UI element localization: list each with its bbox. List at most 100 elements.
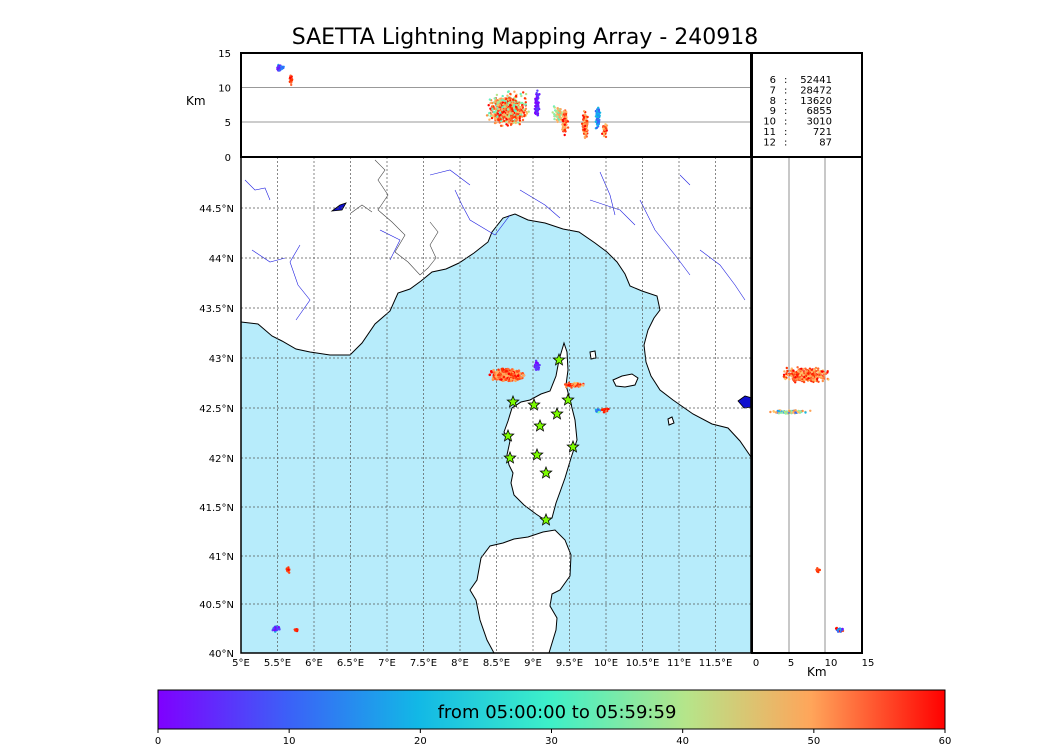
lightning-source — [836, 630, 840, 633]
lightning-source — [489, 102, 492, 105]
lightning-source — [492, 371, 496, 374]
lightning-source — [509, 373, 512, 377]
lightning-source — [813, 371, 816, 374]
lightning-source — [594, 120, 597, 123]
lightning-source — [556, 120, 559, 124]
lightning-source — [518, 108, 521, 112]
lake-bracciano — [737, 395, 751, 409]
lightning-source — [812, 373, 815, 377]
station-id: 9 — [770, 106, 776, 117]
lightning-source — [796, 410, 799, 414]
lightning-source — [557, 113, 561, 117]
lightning-source — [798, 410, 802, 413]
lightning-source — [788, 378, 791, 381]
station-id: 11 — [763, 127, 776, 138]
lightning-source — [503, 105, 506, 108]
station-sep: : — [784, 127, 787, 138]
lightning-source — [551, 111, 554, 114]
station-sep: : — [784, 75, 787, 86]
side-altitude-ticks: 0 5 10 15 — [753, 658, 875, 669]
lightning-source — [796, 366, 799, 369]
lightning-source — [516, 118, 519, 122]
lightning-source — [602, 134, 606, 138]
lightning-source — [289, 76, 292, 80]
lightning-source — [491, 101, 494, 105]
lightning-source — [519, 101, 522, 105]
lightning-source — [518, 117, 521, 120]
lightning-source — [597, 122, 600, 126]
lightning-source — [523, 113, 526, 117]
lightning-source — [800, 376, 803, 379]
lightning-source — [504, 101, 507, 105]
latitude-labels: 44.5°N 44°N 43.5°N 43°N 42.5°N 42°N 41.5°N 41°N… — [199, 204, 234, 660]
lightning-source — [504, 378, 508, 382]
altitude-ticks: 15 10 5 0 — [218, 49, 231, 164]
lightning-source — [800, 371, 804, 375]
lightning-source — [513, 109, 517, 113]
lightning-source — [276, 68, 279, 71]
station-sep: : — [784, 117, 787, 128]
lightning-source — [563, 112, 566, 115]
lightning-source — [769, 410, 772, 414]
lightning-source — [582, 116, 586, 119]
giglio-island — [667, 416, 675, 426]
lightning-source — [490, 116, 494, 120]
station-count: 6855 — [807, 106, 832, 117]
colorbar-ticks: 0 10 20 30 40 50 60 — [155, 729, 951, 747]
side-tick-label: 10 — [825, 658, 838, 669]
lightning-source — [824, 372, 828, 375]
lightning-source — [562, 120, 565, 123]
station-count-row: 11: 721 — [763, 127, 832, 138]
lightning-source — [518, 123, 521, 126]
lightning-source — [782, 373, 786, 376]
lightning-source — [785, 372, 788, 376]
lightning-source — [596, 408, 600, 411]
lightning-source — [814, 379, 817, 382]
lightning-source — [496, 100, 500, 104]
lightning-source — [786, 374, 790, 377]
lightning-source — [570, 383, 574, 386]
lightning-source — [818, 373, 821, 377]
lon-label: 9.5°E — [556, 658, 583, 669]
lightning-source — [594, 115, 598, 118]
lightning-source — [527, 110, 530, 113]
lightning-source — [804, 411, 807, 414]
lightning-source — [566, 126, 570, 129]
lightning-source — [505, 110, 509, 114]
lightning-source — [795, 373, 798, 376]
lightning-source — [524, 101, 527, 104]
lightning-source — [295, 628, 298, 631]
lightning-source — [495, 121, 498, 124]
lightning-source — [516, 370, 519, 373]
lightning-source — [498, 121, 501, 124]
lightning-source — [502, 372, 506, 376]
lightning-source — [517, 103, 521, 106]
station-star-icon — [530, 447, 544, 461]
lightning-source — [820, 375, 823, 378]
lightning-source — [500, 108, 504, 111]
lightning-source — [772, 410, 775, 413]
lightning-source — [817, 367, 820, 370]
lightning-source — [604, 126, 607, 129]
lightning-source — [524, 103, 527, 106]
lightning-source — [510, 368, 514, 371]
lightning-source — [496, 104, 500, 107]
lightning-source — [510, 122, 513, 126]
lat-label: 41°N — [209, 552, 234, 563]
colorbar-tick-label: 30 — [545, 736, 558, 747]
lightning-source — [508, 121, 511, 124]
lightning-source — [561, 126, 565, 129]
lightning-source — [792, 369, 795, 372]
station-sep: : — [784, 137, 787, 148]
lightning-source — [494, 97, 497, 100]
station-star-icon — [550, 406, 564, 420]
lightning-source — [503, 97, 506, 101]
lightning-source — [276, 627, 279, 630]
sea-region — [241, 213, 751, 653]
altitude-lon-panel: Km 15 10 5 0 — [186, 49, 752, 164]
lightning-source — [503, 108, 506, 111]
lightning-source — [494, 113, 498, 117]
lightning-source — [524, 92, 528, 96]
colorbar-caption: from 05:00:00 to 05:59:59 — [438, 702, 677, 723]
station-count-row: 12: 87 — [763, 137, 832, 148]
